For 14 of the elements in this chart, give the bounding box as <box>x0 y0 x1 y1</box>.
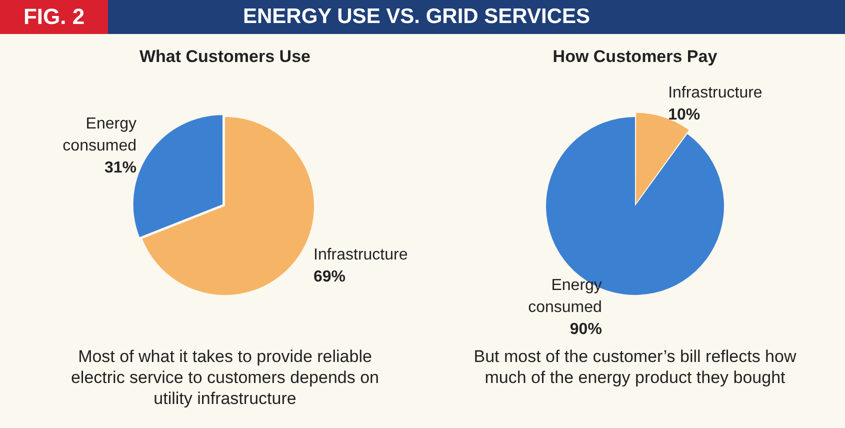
chart-title: How Customers Pay <box>552 46 718 68</box>
data-label: 31% <box>104 159 136 176</box>
data-label: 90% <box>570 321 602 338</box>
text: ENERGY USE VS. GRID SERVICES <box>242 5 591 29</box>
caption: FIG. 2 <box>0 0 108 34</box>
text: Most of what it takes to provide reliable electric service to customers depends on utility infrastructure <box>70 346 380 409</box>
text: But most of the customer’s bill reflects how much of the energy product they bought <box>472 346 798 388</box>
chart-title: What Customers Use <box>138 46 312 68</box>
data-label: 69% <box>314 268 346 286</box>
slice-label: Infrastructure <box>314 246 408 264</box>
slice-label: Energy consumed <box>62 115 136 154</box>
slice-label: Energy consumed <box>528 277 602 316</box>
slice-label: Infrastructure <box>668 84 762 102</box>
data-label: 10% <box>668 106 700 124</box>
